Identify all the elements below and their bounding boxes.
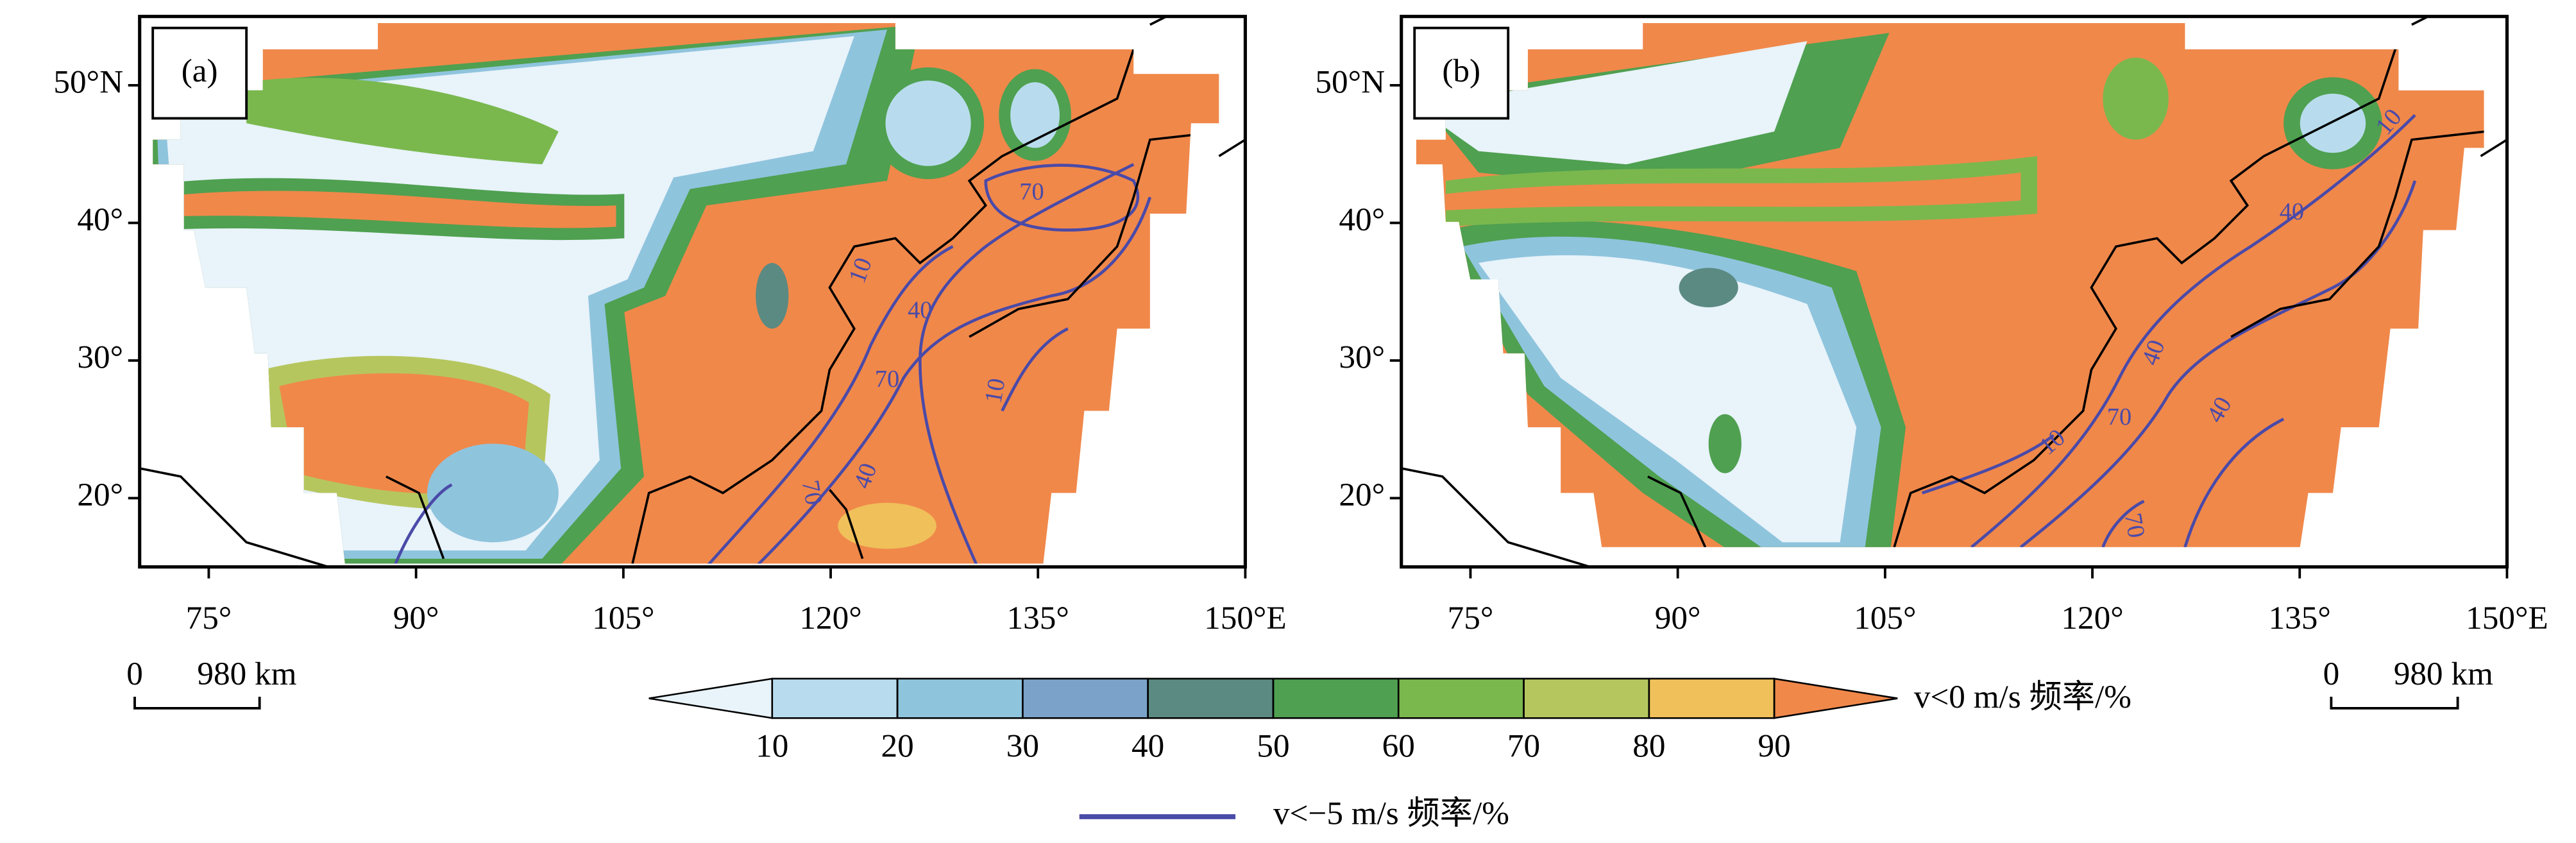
colorbar-box (1022, 677, 1149, 719)
scale-bar (2330, 697, 2459, 710)
colorbar-label: v<0 m/s 频率/% (1914, 679, 2131, 715)
x-tick-label: 90° (393, 600, 439, 636)
field-blob (756, 262, 789, 329)
field-blob (885, 80, 971, 166)
x-tick-label: 135° (1007, 600, 1069, 636)
y-tick-label: 30° (1339, 339, 1385, 376)
scale-start: 0 (126, 656, 143, 692)
colorbar-box (1648, 677, 1775, 719)
colorbar-box (1397, 677, 1525, 719)
x-tick-label: 120° (2061, 600, 2123, 636)
contour-line (984, 164, 1139, 232)
field-band (1416, 41, 1808, 165)
coastline (1647, 24, 2484, 547)
colorbar-box (771, 677, 899, 719)
contour-label: 70 (2119, 511, 2150, 540)
x-tick-label: 75° (186, 600, 232, 636)
colorbar-box (896, 677, 1024, 719)
panel-frame (138, 15, 1247, 569)
field-band (1445, 172, 2021, 210)
colorbar-tick-label: 50 (1257, 728, 1289, 765)
colorbar-tick-label: 10 (756, 728, 788, 765)
scale-bar (133, 697, 261, 710)
x-tick-label: 150°E (1204, 600, 1287, 636)
field-blob (2300, 94, 2366, 153)
scale-length: 980 km (197, 656, 296, 692)
x-tick-label: 120° (799, 600, 861, 636)
contour-line (705, 245, 954, 564)
y-tick-label: 20° (77, 477, 123, 513)
colorbar-tick-label: 60 (1382, 728, 1415, 765)
colorbar-tick-label: 40 (1131, 728, 1164, 765)
field-band (246, 78, 559, 165)
contour-line (393, 327, 1069, 564)
y-tick-label: 50°N (53, 64, 123, 101)
scale-length: 980 km (2394, 656, 2493, 692)
x-tick-label: 90° (1655, 600, 1701, 636)
field-a (153, 22, 1219, 564)
field-blob (2103, 57, 2169, 140)
x-tick-label: 135° (2269, 600, 2331, 636)
colorbar-box (1147, 677, 1275, 719)
field-band (156, 191, 616, 228)
field-blob (838, 502, 936, 549)
contour-label: 70 (875, 366, 899, 393)
field-band (1479, 255, 1857, 543)
colorbar-box (1272, 677, 1400, 719)
x-tick-label: 75° (1448, 600, 1494, 636)
colorbar-tick-label: 20 (881, 728, 913, 765)
contour-line (2019, 180, 2417, 547)
x-tick-label: 150°E (2466, 600, 2548, 636)
panel-label: (b) (1442, 53, 1480, 89)
x-tick-label: 105° (592, 600, 654, 636)
field-blob (1679, 268, 1738, 307)
contour-label: 40 (908, 296, 932, 323)
y-tick-label: 50°N (1315, 64, 1385, 101)
field-blob (1010, 82, 1060, 148)
colorbar-over (1773, 677, 1898, 719)
panel-label: (a) (182, 53, 218, 89)
contour-line (1921, 418, 2285, 547)
y-tick-label: 30° (77, 339, 123, 376)
field-b (1416, 22, 2484, 547)
y-tick-label: 40° (77, 201, 123, 238)
scale-start: 0 (2323, 656, 2340, 692)
x-tick-label: 105° (1854, 600, 1916, 636)
panel-label-box (1413, 26, 1510, 120)
contour-label: 40 (2280, 198, 2304, 225)
field-blob (427, 443, 559, 543)
colorbar-tick-label: 80 (1632, 728, 1665, 765)
colorbar-tick-label: 70 (1507, 728, 1540, 765)
contour-label: 10 (980, 377, 1011, 405)
contour-line (918, 163, 1135, 564)
colorbar-under (648, 677, 774, 719)
contour-label: 70 (2107, 404, 2131, 430)
contour-label: 70 (1019, 178, 1044, 205)
y-tick-label: 20° (1339, 477, 1385, 513)
contour-line (754, 196, 1152, 564)
contour-label: 70 (797, 478, 827, 507)
contour-legend-label: v<−5 m/s 频率/% (1273, 796, 1509, 832)
panel-frame (1400, 15, 2509, 569)
colorbar-box (1523, 677, 1650, 719)
field-blob (1708, 414, 1741, 473)
colorbar-tick-label: 30 (1006, 728, 1039, 765)
colorbar-tick-label: 90 (1758, 728, 1791, 765)
contour-line (1970, 114, 2416, 547)
y-tick-label: 40° (1339, 201, 1385, 238)
panel-label-box (151, 26, 248, 120)
